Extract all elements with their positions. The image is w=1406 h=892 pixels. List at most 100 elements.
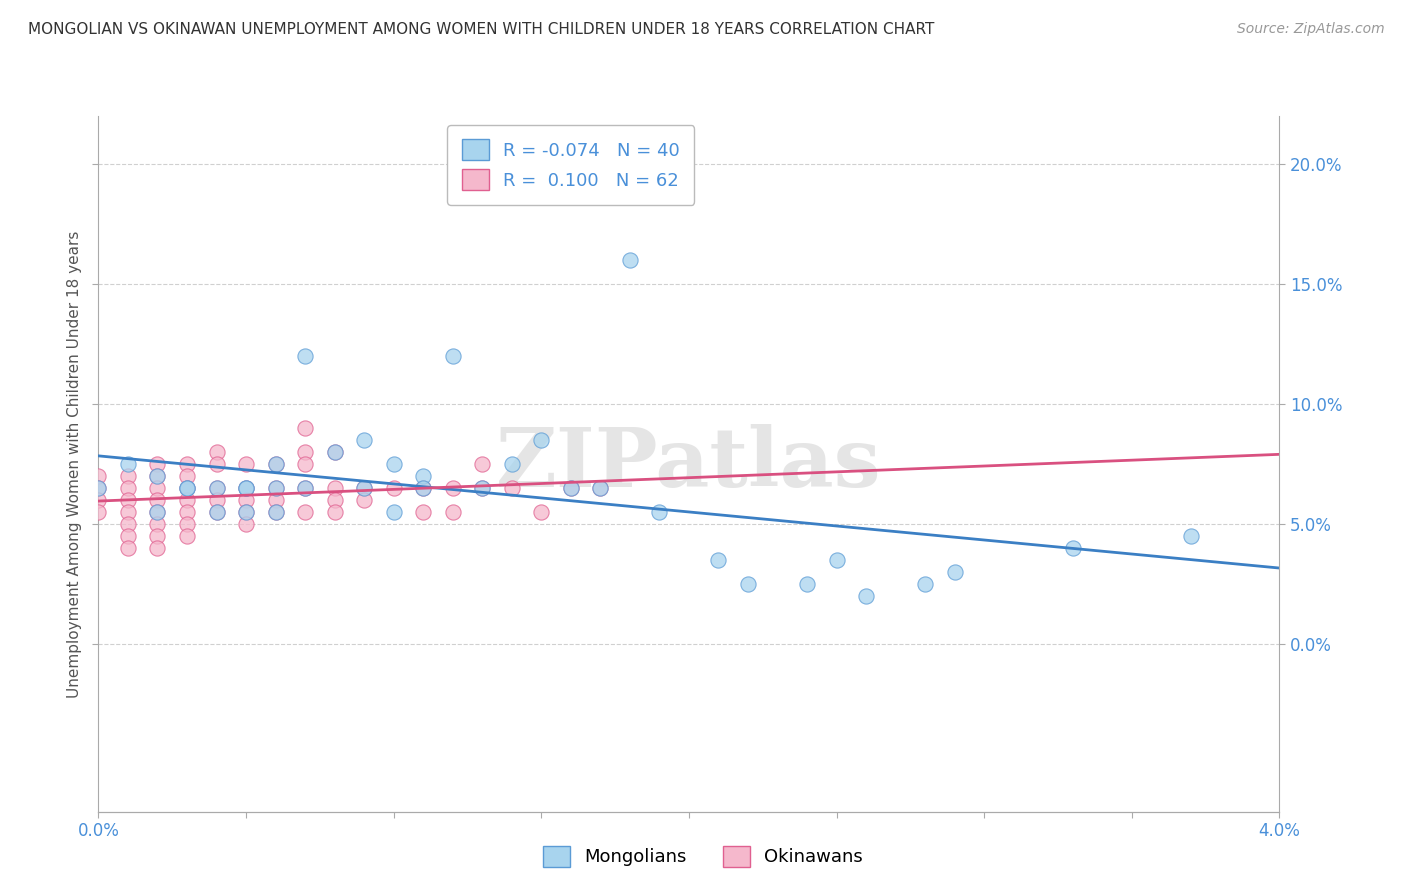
Legend: R = -0.074   N = 40, R =  0.100   N = 62: R = -0.074 N = 40, R = 0.100 N = 62	[447, 125, 695, 204]
Point	[117, 516, 139, 531]
Point	[323, 505, 346, 519]
Point	[176, 457, 198, 471]
Point	[87, 481, 110, 495]
Point	[914, 576, 936, 591]
Point	[530, 505, 553, 519]
Point	[146, 468, 169, 483]
Point	[87, 505, 110, 519]
Point	[146, 457, 169, 471]
Point	[323, 481, 346, 495]
Point	[146, 492, 169, 507]
Point	[264, 505, 287, 519]
Point	[294, 421, 316, 435]
Point	[323, 445, 346, 459]
Point	[264, 505, 287, 519]
Point	[235, 481, 257, 495]
Legend: Mongolians, Okinawans: Mongolians, Okinawans	[536, 838, 870, 874]
Point	[176, 468, 198, 483]
Point	[117, 481, 139, 495]
Point	[235, 505, 257, 519]
Point	[323, 492, 346, 507]
Point	[353, 481, 375, 495]
Point	[353, 433, 375, 447]
Point	[205, 481, 228, 495]
Text: ZIPatlas: ZIPatlas	[496, 424, 882, 504]
Text: Source: ZipAtlas.com: Source: ZipAtlas.com	[1237, 22, 1385, 37]
Point	[146, 529, 169, 543]
Point	[471, 481, 494, 495]
Point	[264, 481, 287, 495]
Text: MONGOLIAN VS OKINAWAN UNEMPLOYMENT AMONG WOMEN WITH CHILDREN UNDER 18 YEARS CORR: MONGOLIAN VS OKINAWAN UNEMPLOYMENT AMONG…	[28, 22, 935, 37]
Point	[87, 468, 110, 483]
Point	[176, 516, 198, 531]
Point	[796, 576, 818, 591]
Point	[412, 481, 434, 495]
Point	[205, 445, 228, 459]
Point	[294, 457, 316, 471]
Point	[235, 505, 257, 519]
Point	[205, 457, 228, 471]
Point	[176, 481, 198, 495]
Point	[323, 445, 346, 459]
Point	[117, 457, 139, 471]
Point	[825, 553, 848, 567]
Point	[530, 433, 553, 447]
Point	[87, 492, 110, 507]
Point	[560, 481, 582, 495]
Point	[294, 445, 316, 459]
Point	[117, 541, 139, 555]
Point	[943, 565, 966, 579]
Point	[382, 481, 405, 495]
Point	[382, 457, 405, 471]
Point	[117, 468, 139, 483]
Point	[176, 481, 198, 495]
Point	[264, 457, 287, 471]
Point	[648, 505, 671, 519]
Point	[235, 516, 257, 531]
Point	[441, 481, 464, 495]
Point	[1180, 529, 1202, 543]
Point	[176, 481, 198, 495]
Point	[146, 541, 169, 555]
Point	[353, 481, 375, 495]
Point	[619, 252, 641, 267]
Point	[1062, 541, 1084, 555]
Point	[412, 481, 434, 495]
Point	[205, 505, 228, 519]
Point	[294, 349, 316, 363]
Point	[264, 457, 287, 471]
Point	[294, 481, 316, 495]
Point	[264, 481, 287, 495]
Point	[412, 505, 434, 519]
Point	[855, 589, 877, 603]
Point	[353, 492, 375, 507]
Point	[589, 481, 612, 495]
Point	[412, 468, 434, 483]
Point	[589, 481, 612, 495]
Point	[471, 481, 494, 495]
Point	[501, 481, 523, 495]
Point	[441, 349, 464, 363]
Point	[117, 492, 139, 507]
Point	[146, 516, 169, 531]
Point	[176, 492, 198, 507]
Point	[441, 505, 464, 519]
Y-axis label: Unemployment Among Women with Children Under 18 years: Unemployment Among Women with Children U…	[66, 230, 82, 698]
Point	[501, 457, 523, 471]
Point	[117, 529, 139, 543]
Point	[176, 529, 198, 543]
Point	[146, 505, 169, 519]
Point	[117, 505, 139, 519]
Point	[205, 492, 228, 507]
Point	[471, 457, 494, 471]
Point	[205, 505, 228, 519]
Point	[707, 553, 730, 567]
Point	[737, 576, 759, 591]
Point	[235, 481, 257, 495]
Point	[176, 505, 198, 519]
Point	[146, 468, 169, 483]
Point	[205, 481, 228, 495]
Point	[87, 481, 110, 495]
Point	[235, 457, 257, 471]
Point	[560, 481, 582, 495]
